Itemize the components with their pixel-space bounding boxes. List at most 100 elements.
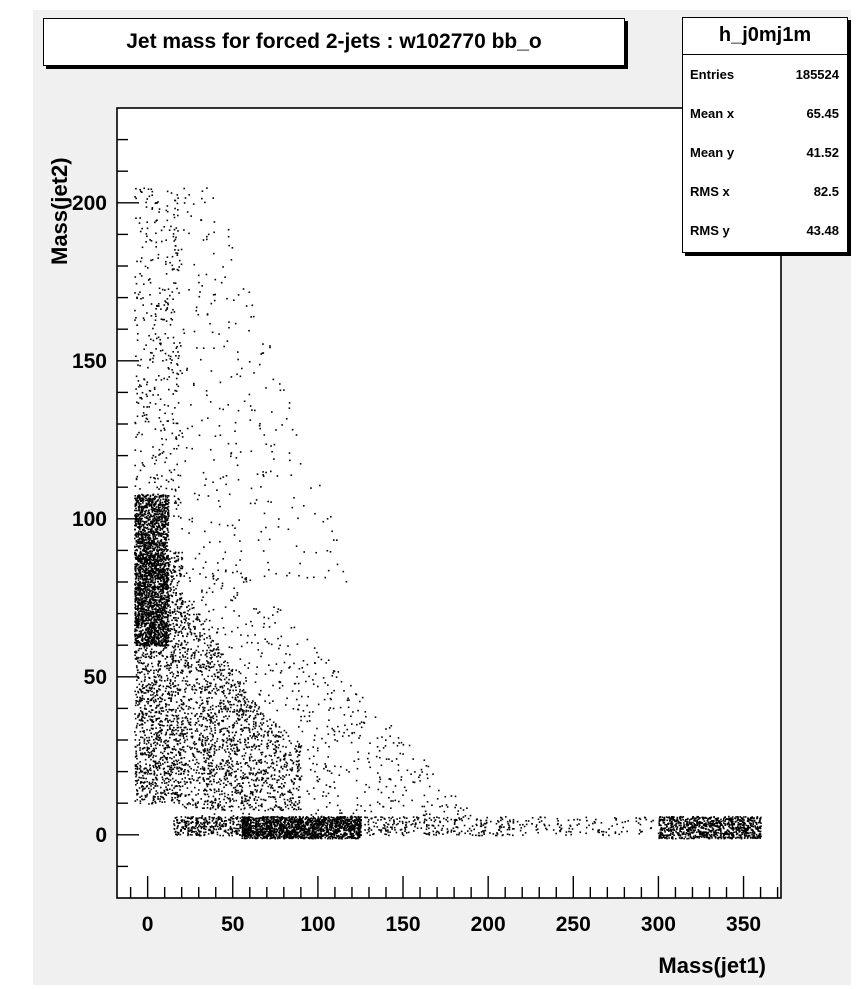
- data-point: [135, 638, 137, 640]
- data-point: [153, 672, 155, 674]
- data-point: [154, 681, 156, 683]
- data-point: [291, 759, 293, 762]
- data-point: [199, 696, 202, 699]
- data-point: [256, 713, 258, 715]
- data-point: [148, 500, 151, 502]
- data-point: [162, 563, 165, 565]
- data-point: [237, 700, 240, 703]
- data-point: [184, 777, 186, 779]
- data-point: [193, 684, 195, 686]
- data-point: [139, 573, 142, 576]
- data-point: [168, 597, 171, 600]
- data-point: [181, 679, 184, 682]
- data-point: [139, 602, 141, 605]
- data-point: [162, 710, 165, 712]
- data-point: [145, 785, 148, 788]
- data-point: [253, 783, 255, 786]
- data-point: [189, 631, 192, 633]
- data-point: [159, 596, 161, 598]
- data-point: [219, 702, 221, 704]
- data-point: [152, 799, 155, 802]
- data-point: [149, 622, 151, 625]
- data-point: [139, 596, 142, 599]
- data-point: [160, 576, 162, 578]
- data-point: [148, 533, 150, 536]
- data-point: [151, 642, 153, 645]
- data-point: [141, 771, 143, 773]
- data-point: [257, 796, 260, 799]
- data-point: [156, 605, 158, 607]
- data-point: [231, 696, 234, 699]
- data-point: [152, 559, 154, 562]
- data-point: [177, 726, 180, 729]
- data-point: [149, 589, 151, 592]
- data-point: [178, 752, 181, 755]
- data-point: [234, 698, 237, 701]
- data-point: [253, 745, 255, 747]
- data-point: [152, 522, 154, 524]
- data-point: [171, 628, 173, 631]
- data-point: [226, 737, 228, 740]
- data-point: [168, 697, 171, 699]
- data-point: [141, 712, 143, 715]
- data-point: [152, 514, 155, 517]
- data-point: [141, 584, 143, 587]
- data-point: [162, 601, 164, 604]
- data-point: [166, 761, 169, 763]
- data-point: [202, 666, 205, 668]
- data-point: [134, 601, 137, 603]
- data-point: [172, 575, 174, 578]
- data-point: [147, 545, 150, 548]
- data-point: [145, 644, 147, 647]
- data-point: [179, 652, 181, 654]
- data-point: [166, 545, 169, 547]
- data-point: [154, 776, 157, 779]
- data-point: [155, 733, 158, 736]
- data-point: [163, 789, 165, 792]
- data-point: [160, 540, 163, 543]
- data-point: [176, 793, 178, 796]
- data-point: [177, 689, 179, 691]
- data-point: [185, 807, 187, 809]
- data-point: [166, 788, 168, 790]
- data-point: [186, 745, 189, 747]
- data-point: [147, 585, 149, 587]
- data-point: [237, 806, 240, 808]
- data-point: [275, 725, 277, 728]
- data-point: [167, 554, 169, 557]
- data-point: [140, 553, 143, 555]
- data-point: [134, 590, 136, 593]
- data-point: [182, 749, 185, 751]
- data-point: [157, 669, 160, 671]
- data-point: [247, 738, 250, 740]
- data-point: [157, 663, 159, 666]
- data-point: [155, 707, 157, 709]
- data-point: [160, 620, 163, 622]
- data-point: [144, 678, 146, 681]
- data-point: [155, 790, 158, 792]
- data-point: [278, 786, 281, 788]
- data-point: [207, 692, 210, 694]
- data-point: [140, 630, 142, 632]
- data-point: [178, 551, 180, 554]
- data-point: [294, 801, 297, 803]
- data-point: [163, 607, 165, 609]
- data-point: [166, 569, 169, 572]
- data-point: [145, 619, 148, 622]
- data-point: [165, 646, 168, 649]
- data-point: [228, 770, 230, 772]
- data-point: [184, 621, 186, 624]
- data-point: [299, 746, 302, 749]
- data-point: [272, 767, 274, 769]
- data-point: [136, 598, 138, 601]
- data-point: [157, 573, 159, 575]
- data-point: [181, 768, 183, 770]
- data-point: [161, 516, 163, 518]
- data-point: [134, 767, 137, 770]
- data-point: [134, 595, 137, 598]
- data-point: [233, 711, 236, 713]
- data-point: [143, 561, 146, 564]
- data-point: [141, 500, 144, 502]
- data-point: [134, 713, 136, 715]
- data-point: [158, 710, 161, 713]
